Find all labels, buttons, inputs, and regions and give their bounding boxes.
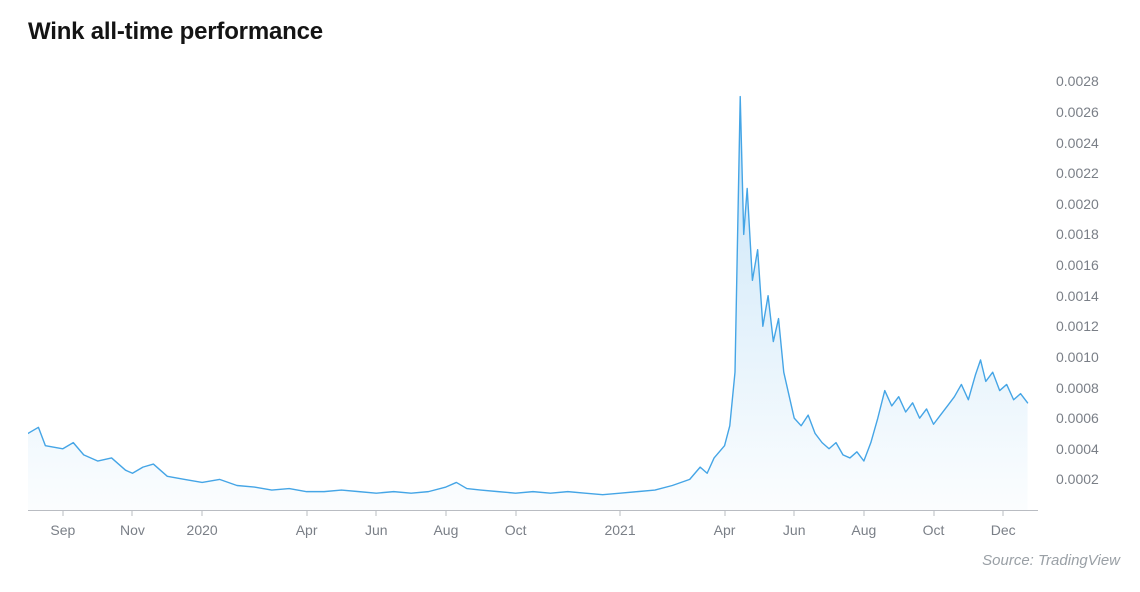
- chart-container: Wink all-time performance Source: Tradin…: [0, 0, 1140, 592]
- y-tick-label: 0.0006: [1056, 410, 1099, 426]
- x-tick-mark: [202, 510, 203, 516]
- x-tick-label: Jun: [365, 522, 388, 538]
- x-tick-label: Apr: [714, 522, 736, 538]
- y-tick-label: 0.0016: [1056, 257, 1099, 273]
- x-tick-label: 2020: [187, 522, 218, 538]
- y-tick-label: 0.0020: [1056, 196, 1099, 212]
- x-tick-mark: [1003, 510, 1004, 516]
- x-tick-mark: [306, 510, 307, 516]
- x-tick-label: Oct: [505, 522, 527, 538]
- x-tick-mark: [863, 510, 864, 516]
- y-tick-label: 0.0002: [1056, 471, 1099, 487]
- chart-title: Wink all-time performance: [28, 18, 323, 46]
- x-tick-mark: [724, 510, 725, 516]
- x-tick-label: Aug: [851, 522, 876, 538]
- x-tick-mark: [515, 510, 516, 516]
- x-tick-label: Jun: [783, 522, 806, 538]
- x-tick-mark: [794, 510, 795, 516]
- x-tick-label: Aug: [433, 522, 458, 538]
- price-chart: [28, 66, 1038, 510]
- y-tick-label: 0.0004: [1056, 441, 1099, 457]
- x-tick-mark: [62, 510, 63, 516]
- x-tick-label: Nov: [120, 522, 145, 538]
- y-tick-label: 0.0024: [1056, 135, 1099, 151]
- x-tick-label: Sep: [50, 522, 75, 538]
- x-tick-label: 2021: [604, 522, 635, 538]
- x-tick-mark: [132, 510, 133, 516]
- chart-area-fill: [28, 97, 1028, 510]
- y-tick-label: 0.0026: [1056, 104, 1099, 120]
- x-tick-label: Dec: [991, 522, 1016, 538]
- chart-svg: [28, 66, 1038, 518]
- chart-source-label: Source: TradingView: [982, 552, 1120, 569]
- y-tick-label: 0.0010: [1056, 349, 1099, 365]
- x-tick-label: Apr: [296, 522, 318, 538]
- y-tick-label: 0.0028: [1056, 73, 1099, 89]
- x-tick-mark: [376, 510, 377, 516]
- x-tick-label: Oct: [923, 522, 945, 538]
- x-tick-mark: [620, 510, 621, 516]
- x-tick-mark: [445, 510, 446, 516]
- y-tick-label: 0.0022: [1056, 165, 1099, 181]
- y-tick-label: 0.0012: [1056, 318, 1099, 334]
- y-tick-label: 0.0008: [1056, 380, 1099, 396]
- y-tick-label: 0.0014: [1056, 288, 1099, 304]
- y-tick-label: 0.0018: [1056, 226, 1099, 242]
- x-tick-mark: [933, 510, 934, 516]
